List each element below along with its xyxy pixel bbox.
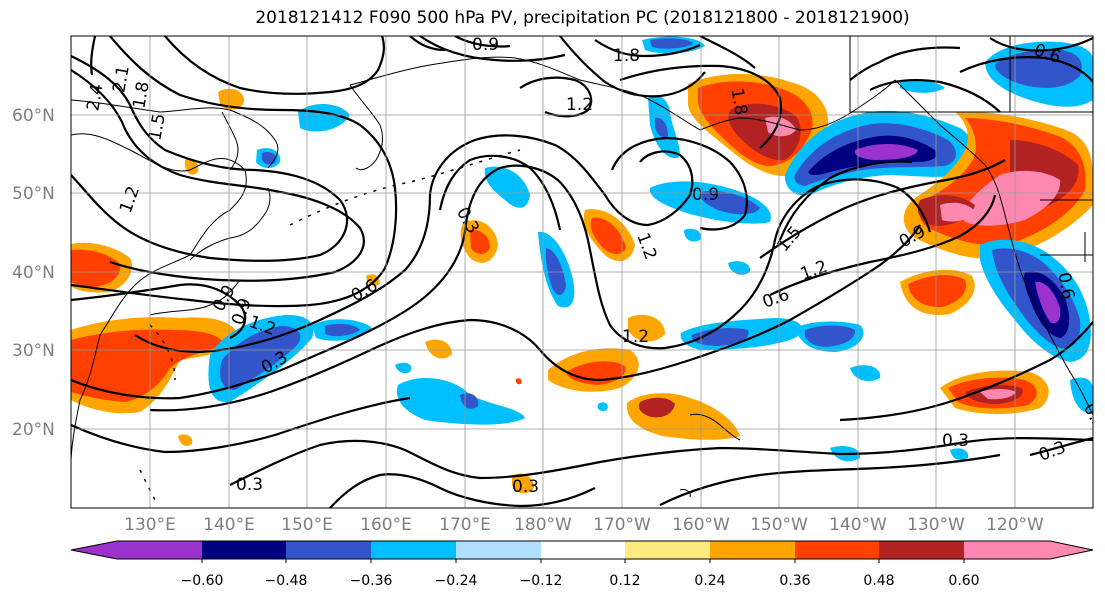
colorbar-segment — [371, 541, 456, 559]
colorbar-tick-label: 0.36 — [779, 573, 810, 589]
colorbar-tick-label: 0.24 — [694, 573, 725, 589]
latitude-labels: 60°N 50°N 40°N 30°N 20°N — [12, 106, 55, 440]
lon-label: 150°E — [281, 515, 333, 535]
gridlines — [71, 36, 1093, 508]
colorbar-tick-label: 0.60 — [948, 573, 979, 589]
lat-label: 60°N — [12, 106, 55, 126]
lon-label: 170°W — [593, 515, 651, 535]
colorbar-segment — [541, 541, 625, 559]
colorbar-tick-label: −0.48 — [265, 573, 308, 589]
colorbar-tick-label: 0.48 — [863, 573, 894, 589]
lat-label: 50°N — [12, 184, 55, 204]
colorbar-tick-label: −0.24 — [435, 573, 478, 589]
colorbar-tick-label: −0.36 — [350, 573, 393, 589]
contour-label: 1.5 — [145, 112, 169, 142]
contour-label: 0.3 — [236, 475, 263, 495]
colorbar-extend-max — [1050, 541, 1093, 559]
map-title: 2018121412 F090 500 hPa PV, precipitatio… — [255, 8, 910, 28]
lon-label: 140°W — [829, 515, 887, 535]
contour-label: 0.9 — [472, 35, 499, 55]
colorbar-tick-label: −0.12 — [520, 573, 563, 589]
contour-label: 0.3 — [512, 477, 539, 497]
colorbar-extend-min — [71, 541, 117, 559]
contour-label: 1.8 — [726, 87, 750, 117]
contour-label: 1.2 — [622, 327, 649, 347]
lat-label: 40°N — [12, 263, 55, 283]
colorbar-segment — [795, 541, 879, 559]
colorbar-segment — [964, 541, 1050, 559]
contour-label: 1.2 — [566, 95, 593, 115]
colorbar-segment — [202, 541, 286, 559]
lon-label: 130°E — [124, 515, 176, 535]
lat-label: 20°N — [12, 420, 55, 440]
lat-label: 30°N — [12, 341, 55, 361]
lon-label: 160°E — [360, 515, 412, 535]
contour-label: 1.8 — [613, 46, 640, 66]
lon-label: 140°E — [203, 515, 255, 535]
colorbar-tick-label: 0.12 — [609, 573, 640, 589]
boundaries — [849, 36, 1093, 262]
contour-label: 2.4 — [83, 82, 107, 112]
colorbar-segment — [456, 541, 541, 559]
map-content: 0.9 1.8 2.4 2.1 1.8 1.5 1.2 1.2 0.3 0.9 … — [71, 35, 1093, 508]
lon-label: 150°W — [750, 515, 808, 535]
lon-label: 180°W — [514, 515, 572, 535]
contour-label: 0.3 — [942, 431, 969, 451]
longitude-labels: 130°E 140°E 150°E 160°E 170°E 180°W 170°… — [124, 515, 1044, 535]
colorbar: −0.60 −0.48 −0.36 −0.24 −0.12 0.12 0.24 … — [70, 540, 1094, 589]
colorbar-segment — [117, 541, 202, 559]
colorbar-segment — [879, 541, 964, 559]
island-chains — [139, 149, 521, 501]
lon-label: 160°W — [672, 515, 730, 535]
map-frame — [70, 35, 1094, 509]
lon-label: 170°E — [439, 515, 491, 535]
lon-label: 120°W — [986, 515, 1044, 535]
colorbar-tick-label: −0.60 — [181, 573, 224, 589]
contour-label: 0.9 — [692, 185, 719, 205]
contour-label: 2.1 — [109, 64, 133, 94]
lon-label: 130°W — [907, 515, 965, 535]
colorbar-segment — [625, 541, 710, 559]
colorbar-segment — [710, 541, 795, 559]
contour-label: 0.6 — [1053, 271, 1077, 301]
colorbar-segment — [286, 541, 371, 559]
